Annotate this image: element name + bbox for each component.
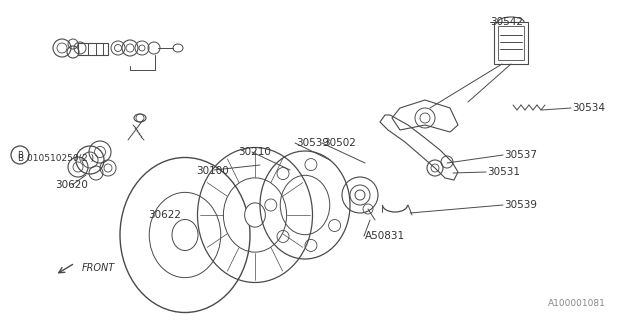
Text: 30622: 30622 (148, 210, 181, 220)
Text: 30539: 30539 (504, 200, 537, 210)
Text: 30542: 30542 (490, 17, 523, 27)
Text: 30539: 30539 (296, 138, 329, 148)
Text: FRONT: FRONT (82, 263, 115, 273)
Text: 30620: 30620 (55, 180, 88, 190)
Bar (494, 22, 528, 64)
Text: A100001081: A100001081 (548, 299, 606, 308)
Text: B 010510250(2 ): B 010510250(2 ) (18, 154, 94, 163)
Text: B: B (17, 150, 23, 159)
Bar (78, 43, 108, 55)
Bar (498, 26, 524, 60)
Text: 30210: 30210 (238, 147, 271, 157)
Circle shape (355, 190, 365, 200)
Text: 30537: 30537 (504, 150, 537, 160)
Text: 30502: 30502 (323, 138, 356, 148)
Text: 30531: 30531 (487, 167, 520, 177)
Text: A50831: A50831 (365, 231, 405, 241)
Text: 30100: 30100 (196, 166, 228, 176)
Text: 30534: 30534 (572, 103, 605, 113)
Ellipse shape (244, 203, 266, 227)
